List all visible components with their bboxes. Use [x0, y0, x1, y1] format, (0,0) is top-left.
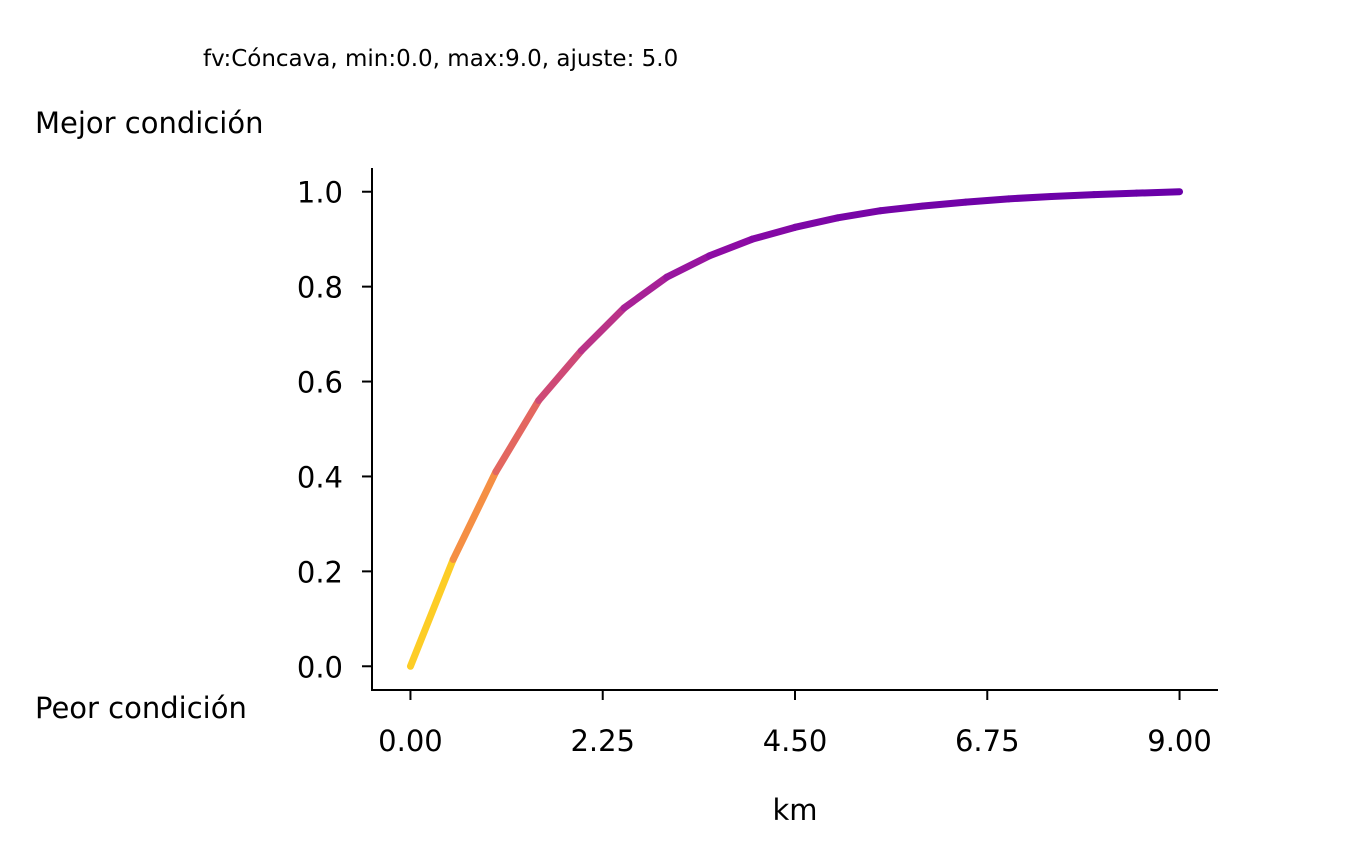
curve-segment — [1133, 188, 1184, 197]
curve-segment — [1047, 191, 1098, 200]
curve-segment — [449, 468, 500, 563]
curve-segment — [962, 195, 1013, 206]
y-tick-label: 0.8 — [297, 271, 343, 305]
y-tick-label: 0.6 — [297, 366, 343, 400]
curve-segment — [1090, 189, 1141, 199]
curve-segment — [406, 556, 457, 670]
curve-segment — [791, 214, 842, 231]
x-tick-label: 2.25 — [570, 724, 635, 758]
curve-segment — [663, 252, 714, 281]
curve-segment — [492, 397, 543, 476]
curve-segment — [620, 273, 671, 312]
curve-segment — [834, 207, 884, 222]
x-axis-label: km — [772, 793, 817, 827]
best-condition-label: Mejor condición — [35, 106, 264, 140]
curve-segment — [706, 235, 756, 260]
y-tick-label: 0.0 — [297, 650, 343, 684]
curve-segment — [748, 223, 799, 243]
curve-layer — [406, 188, 1184, 670]
x-tick-label: 0.00 — [378, 724, 443, 758]
curve-segment — [876, 202, 927, 215]
x-tick-label: 9.00 — [1147, 724, 1212, 758]
curve-segment — [535, 347, 585, 405]
x-tick-label: 6.75 — [955, 724, 1020, 758]
y-tick-label: 0.2 — [297, 555, 343, 589]
ticks-layer: 0.00 2.25 4.50 6.75 9.00 0.0 0.2 0.4 0.6 0.8 1.0 — [297, 176, 1212, 758]
curve-segment — [1005, 192, 1055, 203]
curve-segment — [577, 304, 628, 355]
y-tick-label: 0.4 — [297, 460, 343, 494]
x-tick-label: 4.50 — [763, 724, 828, 758]
chart-title: fv:Cóncava, min:0.0, max:9.0, ajuste: 5.… — [203, 46, 679, 72]
worst-condition-label: Peor condición — [35, 691, 247, 725]
y-tick-label: 1.0 — [297, 176, 343, 210]
curve-segment — [919, 198, 970, 210]
